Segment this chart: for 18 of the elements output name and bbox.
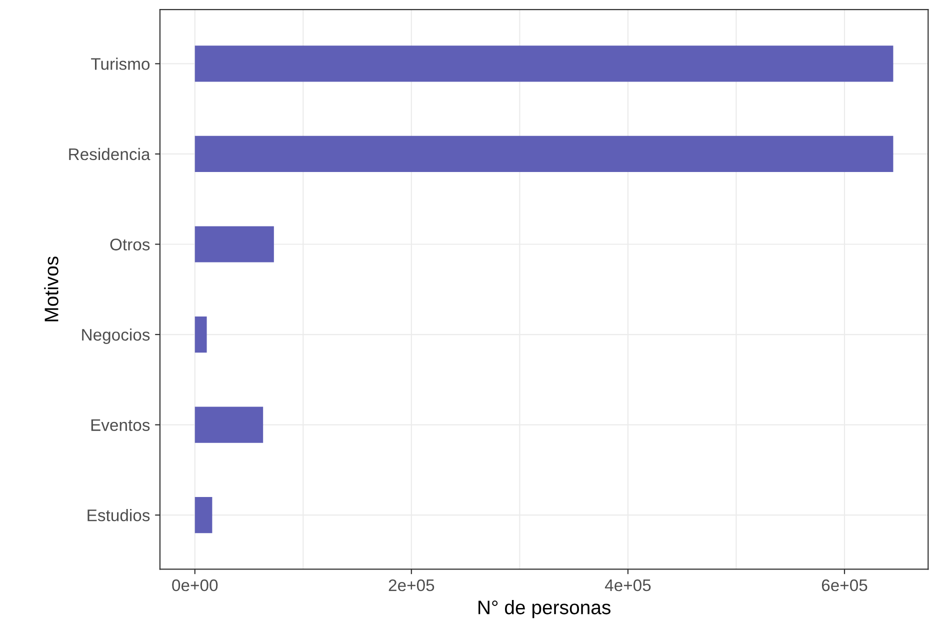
y-tick-label: Estudios: [88, 509, 150, 522]
bar: [194, 406, 264, 443]
y-tick-label: Negocios: [82, 328, 150, 344]
y-tick-label: Otros: [110, 238, 150, 250]
bar: [194, 46, 894, 82]
y-tick-label: Residencia: [69, 148, 150, 160]
x-axis-title: N° de personas: [478, 600, 610, 618]
y-tick-label: Eventos: [91, 419, 150, 431]
x-tick-label: 2e+05: [388, 579, 434, 592]
bar: [194, 226, 274, 262]
x-tick-label: 6e+05: [822, 579, 868, 592]
x-tick-label: 0e+00: [172, 579, 218, 592]
bar: [194, 136, 894, 172]
bar: [194, 316, 207, 353]
bar: [194, 497, 212, 534]
y-tick-label: Turismo: [91, 58, 150, 70]
y-axis-title: Motivos: [44, 256, 58, 322]
x-tick-label: 4e+05: [604, 579, 651, 592]
